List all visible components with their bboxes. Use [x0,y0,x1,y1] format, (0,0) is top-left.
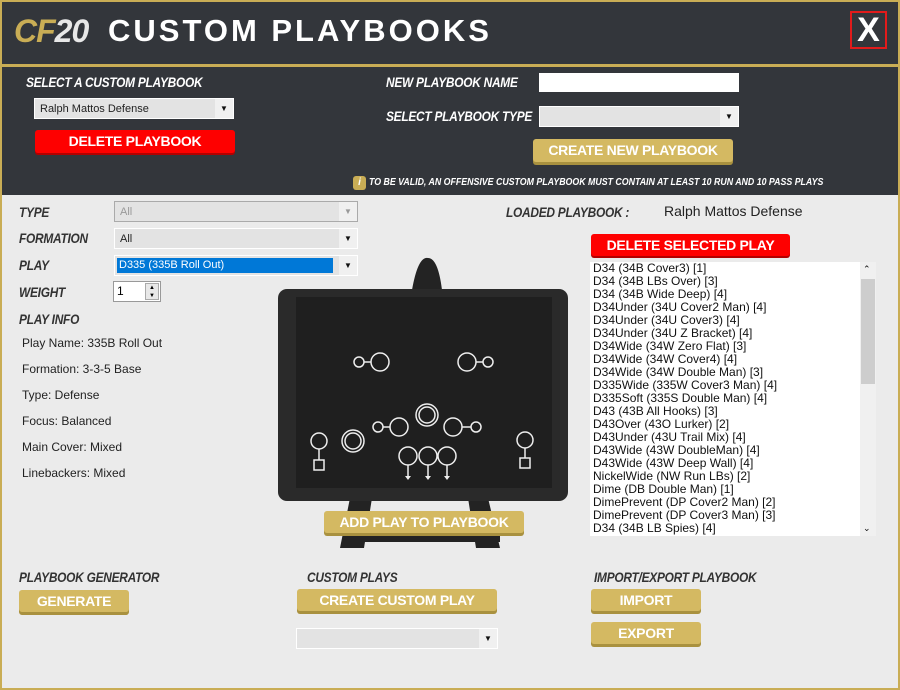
player-marker [389,417,409,437]
playbook-generator-label: PLAYBOOK GENERATOR [19,569,160,585]
custom-plays-label: CUSTOM PLAYS [307,569,398,585]
scrollbar-thumb[interactable] [861,279,875,384]
formation-select[interactable]: All ▼ [114,228,358,249]
play-value: D335 (335B Roll Out) [117,258,333,273]
chevron-down-icon: ▼ [479,629,497,648]
list-item[interactable]: D43Wide (43W DoubleMan) [4] [593,444,760,457]
chevron-down-icon: ▼ [215,99,233,118]
list-item[interactable]: D34Under (34U Z Bracket) [4] [593,327,753,340]
validity-notice: TO BE VALID, AN OFFENSIVE CUSTOM PLAYBOO… [369,177,824,188]
add-play-to-playbook-button[interactable]: ADD PLAY TO PLAYBOOK [324,511,524,533]
create-custom-play-button[interactable]: CREATE CUSTOM PLAY [297,589,497,611]
route-arrows [405,476,450,480]
formation-info: Formation: 3-3-5 Base [22,362,142,376]
list-item[interactable]: D34 (34B Cover3) [1] [593,262,707,275]
new-playbook-name-input[interactable] [539,73,739,92]
type-select[interactable]: All ▼ [114,201,358,222]
player-marker [370,352,390,372]
title-bar [0,0,900,64]
play-diagram-chalkboard [278,257,568,548]
chevron-down-icon: ▼ [339,256,357,275]
type-label: TYPE [19,204,50,220]
list-item[interactable]: D34Under (34U Cover2 Man) [4] [593,301,767,314]
list-item[interactable]: NickelWide (NW Run LBs) [2] [593,470,751,483]
players [310,352,534,476]
player-marker [470,421,482,433]
scroll-down-icon[interactable]: ⌄ [863,523,871,533]
type-value: All [120,206,133,218]
playbook-type-select[interactable]: ▼ [539,106,739,127]
playbook-select[interactable]: Ralph Mattos Defense ▼ [34,98,234,119]
list-item[interactable]: D34 (34B Wide Deep) [4] [593,288,728,301]
main-cover-info: Main Cover: Mixed [22,440,123,454]
focus-info: Focus: Balanced [22,414,112,428]
play-label: PLAY [19,257,49,273]
weight-label: WEIGHT [19,284,66,300]
list-item[interactable]: D34Under (34U Cover3) [4] [593,314,740,327]
easel-top [412,257,442,290]
delete-playbook-button[interactable]: DELETE PLAYBOOK [35,130,235,153]
loaded-plays-list[interactable]: D34 (34B Cover3) [1] D34 (34B LBs Over) [… [590,262,876,536]
play-info-heading: PLAY INFO [19,311,80,327]
chevron-down-icon: ▼ [339,229,357,248]
export-button[interactable]: EXPORT [591,622,701,644]
easel-legs [340,498,500,548]
new-playbook-name-label: NEW PLAYBOOK NAME [386,74,518,90]
page-title: CUSTOM PLAYBOOKS [108,13,492,48]
play-name-info: Play Name: 335B Roll Out [22,336,163,350]
delete-selected-play-button[interactable]: DELETE SELECTED PLAY [591,234,790,256]
list-item[interactable]: DimePrevent (DP Cover3 Man) [3] [593,509,776,522]
weight-stepper[interactable]: 1 ▲ ▼ [113,281,161,302]
import-export-label: IMPORT/EXPORT PLAYBOOK [594,569,757,585]
linebackers-info: Linebackers: Mixed [22,466,126,480]
list-item[interactable]: D43 (43B All Hooks) [3] [593,405,718,418]
formation-value: All [120,233,133,245]
create-new-playbook-button[interactable]: CREATE NEW PLAYBOOK [533,139,733,162]
list-item[interactable]: D34 (34B LB Spies) [4] [593,522,716,535]
player-marker [344,432,362,450]
player-marker [418,406,436,424]
list-item[interactable]: D34Wide (34W Cover4) [4] [593,353,738,366]
divider [0,64,900,67]
weight-value: 1 [117,284,124,298]
list-item[interactable]: D43Under (43U Trail Mix) [4] [593,431,746,444]
list-item[interactable]: D335Soft (335S Double Man) [4] [593,392,768,405]
close-button[interactable]: X [850,11,887,49]
list-item[interactable]: D43Over (43O Lurker) [2] [593,418,730,431]
chevron-down-icon: ▼ [720,107,738,126]
type-info: Type: Defense [22,388,100,402]
play-select[interactable]: D335 (335B Roll Out) ▼ [114,255,358,276]
easel-crossbar [350,535,500,542]
import-button[interactable]: IMPORT [591,589,701,611]
list-item[interactable]: D335Wide (335W Cover3 Man) [4] [593,379,778,392]
generate-button[interactable]: GENERATE [19,590,129,612]
scrollbar[interactable]: ⌃ ⌄ [860,262,876,536]
stepper-arrows-icon[interactable]: ▲ ▼ [145,283,159,300]
loaded-playbook-name: Ralph Mattos Defense [664,203,803,219]
player-marker [482,356,494,368]
info-icon: i [353,176,366,190]
loaded-playbook-label: LOADED PLAYBOOK : [506,204,630,220]
list-item[interactable]: D34Wide (34W Double Man) [3] [593,366,764,379]
player-marker [415,403,439,427]
board-surface [296,297,552,488]
list-item[interactable]: Dime (DB Double Man) [1] [593,483,734,496]
select-playbook-label: SELECT A CUSTOM PLAYBOOK [26,74,203,90]
list-item[interactable]: DimePrevent (DP Cover2 Man) [2] [593,496,776,509]
player-marker [313,459,325,471]
formation-label: FORMATION [19,230,88,246]
cf20-logo: CF20 [14,13,89,49]
list-item[interactable]: D43Wide (43W Deep Wall) [4] [593,457,754,470]
list-item[interactable]: D34Wide (34W Zero Flat) [3] [593,340,747,353]
list-item[interactable]: D34 (34B LBs Over) [3] [593,275,718,288]
chevron-down-icon: ▼ [339,202,357,221]
player-marker [341,429,365,453]
player-marker [519,457,531,469]
custom-play-select[interactable]: ▼ [296,628,498,649]
playbook-select-value: Ralph Mattos Defense [40,103,149,115]
scroll-up-icon[interactable]: ⌃ [863,264,871,274]
playbook-type-label: SELECT PLAYBOOK TYPE [386,108,533,124]
